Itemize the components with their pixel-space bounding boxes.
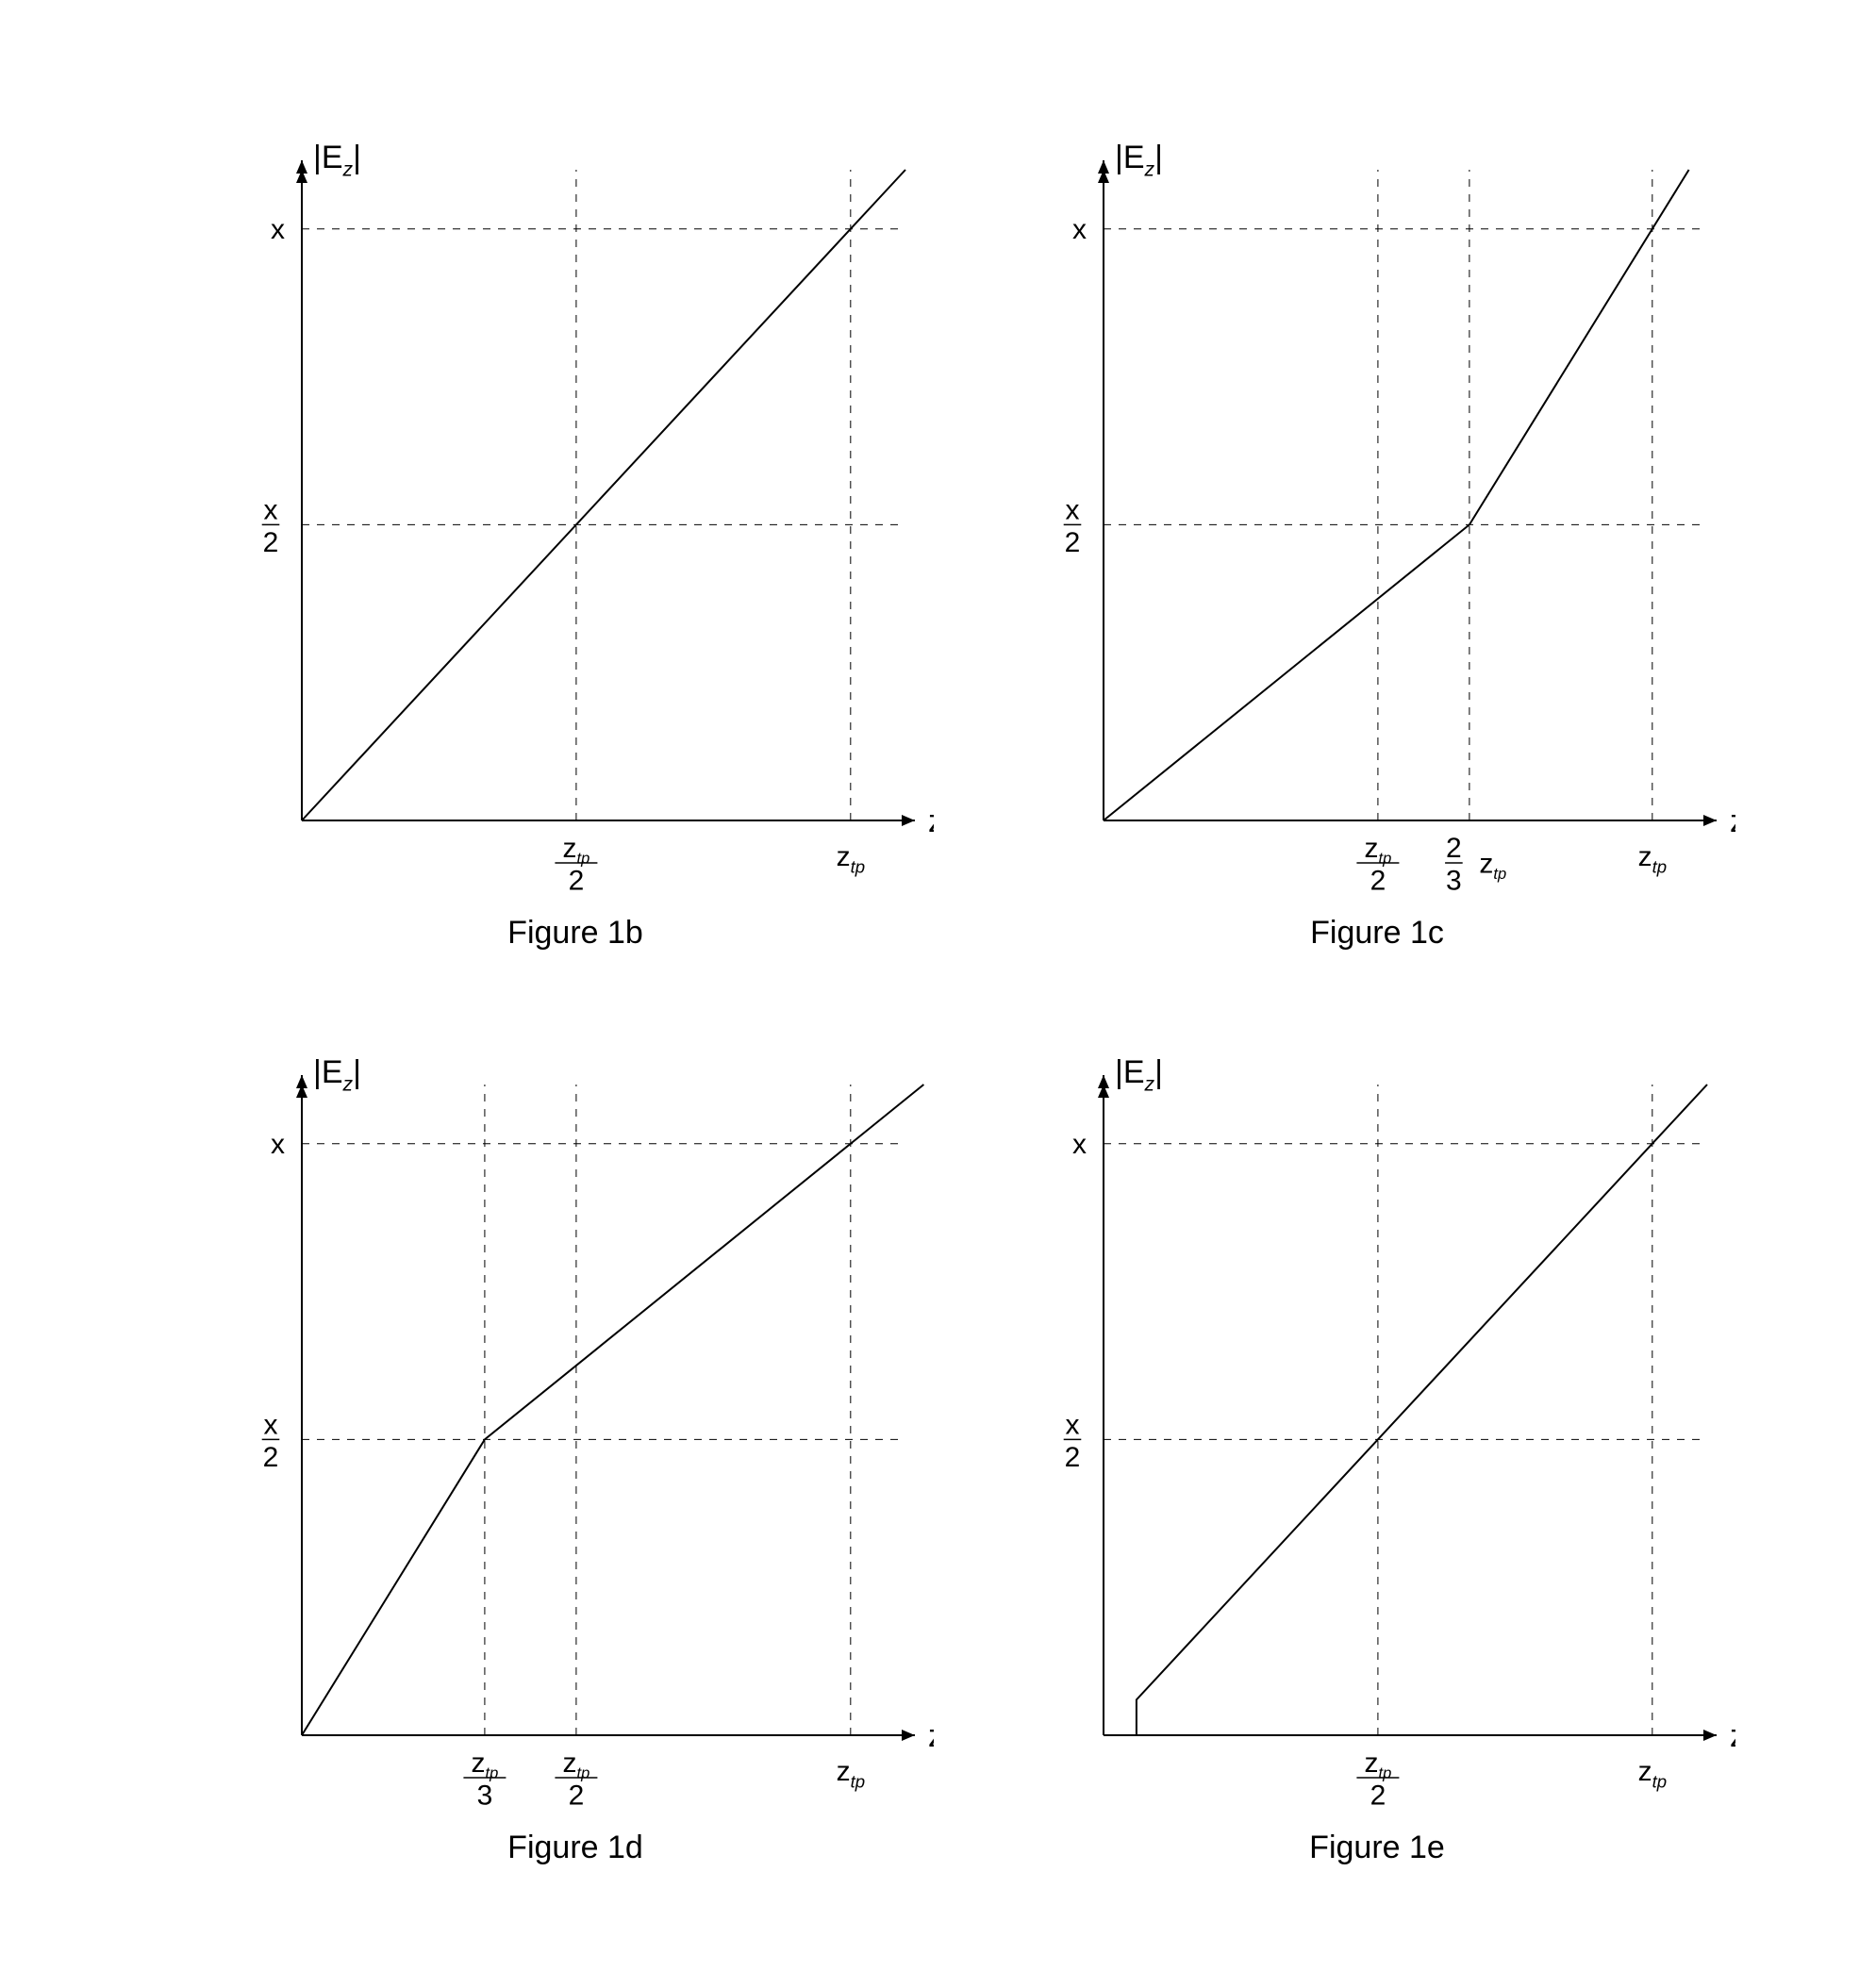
chart-svg: ztp3ztp2ztpx2x|Ez|z bbox=[217, 1037, 934, 1886]
svg-text:ztp: ztp bbox=[1479, 849, 1506, 884]
svg-text:|Ez|: |Ez| bbox=[313, 1054, 361, 1096]
svg-text:2: 2 bbox=[1370, 1781, 1386, 1812]
svg-text:2: 2 bbox=[1065, 1442, 1081, 1473]
svg-text:2: 2 bbox=[569, 1781, 585, 1812]
figure-panel-e: ztp2ztpx2x|Ez|zFigure 1e bbox=[1019, 1037, 1735, 1886]
svg-text:2: 2 bbox=[263, 1442, 279, 1473]
svg-text:3: 3 bbox=[477, 1781, 493, 1812]
svg-text:x: x bbox=[1066, 1409, 1080, 1440]
data-line bbox=[1137, 1085, 1707, 1735]
svg-text:2: 2 bbox=[1370, 866, 1386, 897]
data-line bbox=[1104, 170, 1689, 820]
x-axis-label: z bbox=[1730, 1718, 1735, 1754]
chart-svg: ztp2ztpx2x|Ez|z bbox=[217, 123, 934, 971]
svg-text:|Ez|: |Ez| bbox=[1115, 140, 1163, 181]
chart-svg: ztp223ztpztpx2x|Ez|z bbox=[1019, 123, 1735, 971]
figure-panel-c: ztp223ztpztpx2x|Ez|zFigure 1c bbox=[1019, 123, 1735, 971]
svg-text:x: x bbox=[1072, 1129, 1087, 1160]
svg-text:ztp: ztp bbox=[563, 1747, 590, 1782]
svg-text:ztp: ztp bbox=[1638, 841, 1668, 877]
svg-text:ztp: ztp bbox=[1365, 1747, 1392, 1782]
figure-panel-b: ztp2ztpx2x|Ez|zFigure 1b bbox=[217, 123, 934, 971]
svg-text:ztp: ztp bbox=[837, 841, 866, 877]
figure-caption: Figure 1d bbox=[217, 1830, 934, 1866]
svg-text:ztp: ztp bbox=[1365, 833, 1392, 868]
svg-text:x: x bbox=[264, 494, 278, 525]
svg-text:ztp: ztp bbox=[472, 1747, 499, 1782]
svg-text:ztp: ztp bbox=[563, 833, 590, 868]
data-line bbox=[302, 1085, 923, 1735]
svg-text:ztp: ztp bbox=[837, 1756, 866, 1792]
svg-text:2: 2 bbox=[263, 527, 279, 558]
svg-text:x: x bbox=[271, 1129, 285, 1160]
x-axis-label: z bbox=[1730, 803, 1735, 839]
x-axis-label: z bbox=[928, 803, 934, 839]
svg-text:3: 3 bbox=[1446, 866, 1462, 897]
svg-text:x: x bbox=[1072, 214, 1087, 245]
svg-text:ztp: ztp bbox=[1638, 1756, 1668, 1792]
figure-caption: Figure 1c bbox=[1019, 915, 1735, 952]
svg-text:x: x bbox=[271, 214, 285, 245]
chart-svg: ztp2ztpx2x|Ez|z bbox=[1019, 1037, 1735, 1886]
svg-text:|Ez|: |Ez| bbox=[1115, 1054, 1163, 1096]
figure-caption: Figure 1b bbox=[217, 915, 934, 952]
svg-text:2: 2 bbox=[1065, 527, 1081, 558]
figure-caption: Figure 1e bbox=[1019, 1830, 1735, 1866]
svg-text:x: x bbox=[264, 1409, 278, 1440]
svg-text:2: 2 bbox=[1446, 833, 1462, 864]
svg-text:x: x bbox=[1066, 494, 1080, 525]
figure-panel-d: ztp3ztp2ztpx2x|Ez|zFigure 1d bbox=[217, 1037, 934, 1886]
x-axis-label: z bbox=[928, 1718, 934, 1754]
svg-text:|Ez|: |Ez| bbox=[313, 140, 361, 181]
svg-text:2: 2 bbox=[569, 866, 585, 897]
data-line bbox=[302, 170, 905, 820]
